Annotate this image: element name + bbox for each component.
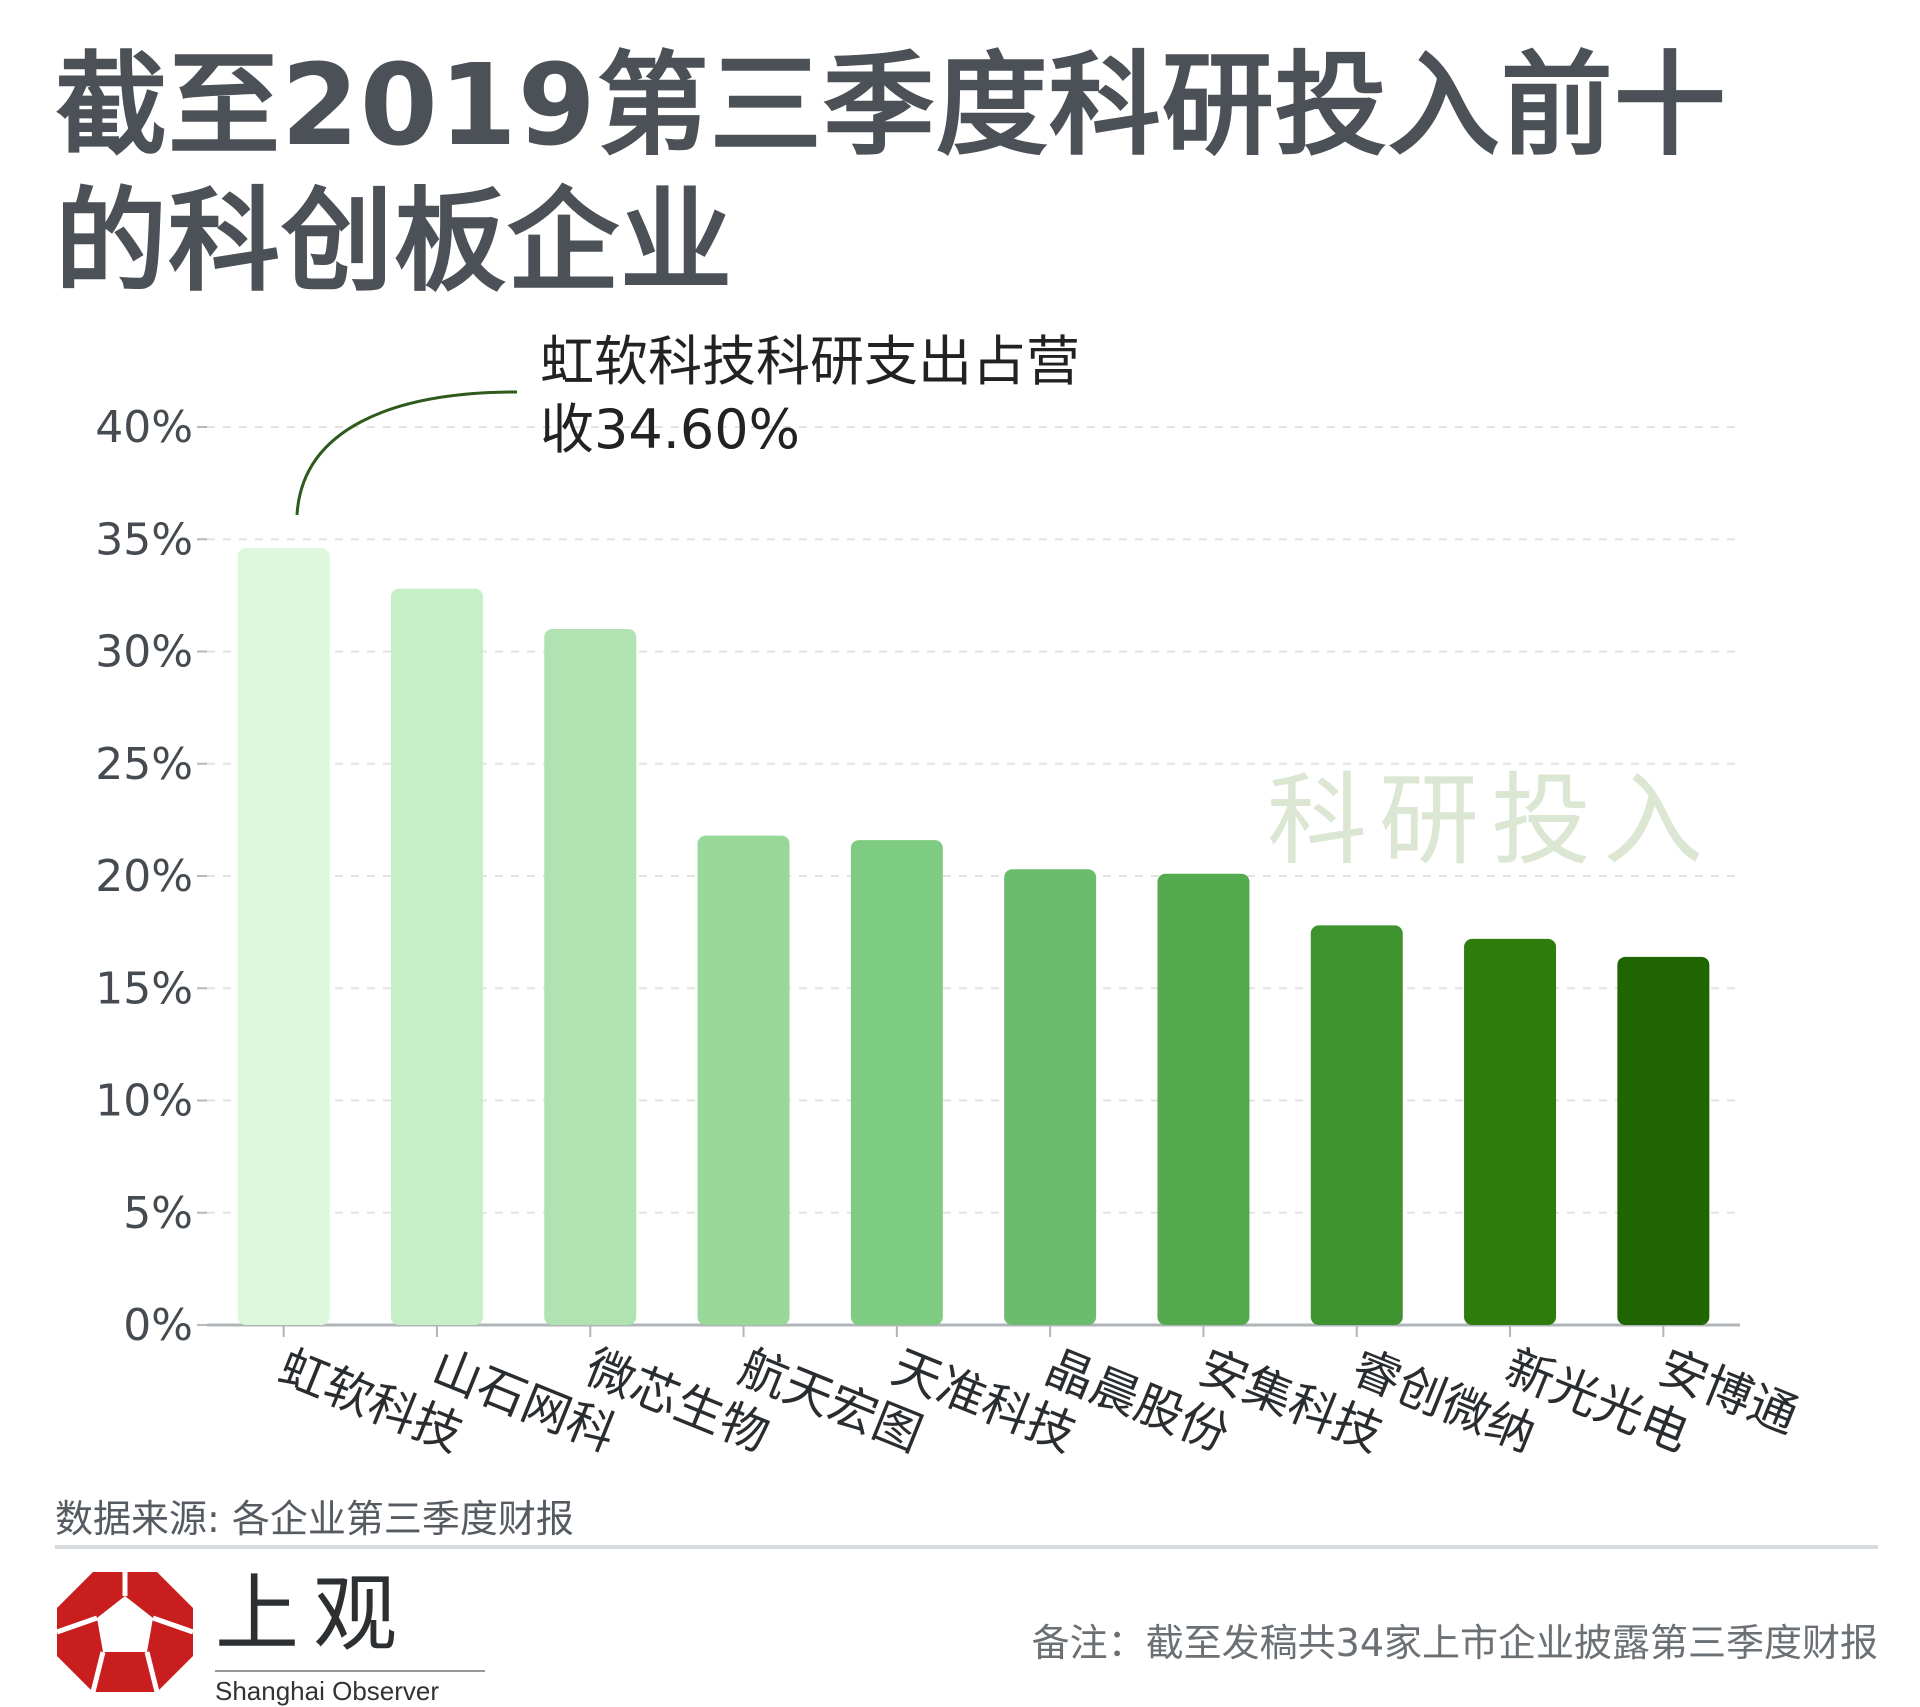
- y-axis: 0% 5% 10% 15% 20% 25% 30% 35% 40%: [95, 402, 1740, 1351]
- bar: [1617, 956, 1710, 1325]
- bar: [390, 588, 483, 1325]
- watermark-text: 科研投入: [1267, 762, 1715, 879]
- bar: [237, 548, 330, 1325]
- y-tick-label: 0%: [123, 1300, 193, 1351]
- y-tick-label: 35%: [95, 514, 193, 565]
- logo-divider: [215, 1670, 485, 1672]
- bar-chart: 0% 5% 10% 15% 20% 25% 30% 35% 40% 虹软科技山石网科微芯生物航天…: [95, 330, 1805, 1463]
- y-tick-label: 20%: [95, 851, 193, 902]
- bar: [1157, 873, 1250, 1325]
- logo-icon: [56, 1572, 194, 1693]
- y-tick-label: 30%: [95, 627, 193, 678]
- annotation-line-1: 虹软科技科研支出占营: [540, 330, 1080, 393]
- logo-english-text: Shanghai Observer: [215, 1676, 440, 1706]
- annotation-leader-line: [295, 390, 518, 516]
- bar: [1004, 869, 1097, 1325]
- bar: [697, 835, 790, 1325]
- bar: [544, 629, 637, 1325]
- y-tick-label: 15%: [95, 963, 193, 1014]
- footnote: 备注：截至发稿共34家上市企业披露第三季度财报: [1031, 1621, 1878, 1665]
- footer-divider: [55, 1545, 1878, 1549]
- y-tick-label: 10%: [95, 1076, 193, 1127]
- logo-chinese-text: 上观: [215, 1565, 412, 1663]
- y-tick-label: 5%: [123, 1188, 193, 1239]
- shanghai-observer-logo: 上观 Shanghai Observer: [55, 1566, 495, 1706]
- y-tick-label: 25%: [95, 739, 193, 790]
- annotation-line-2: 收34.60%: [540, 398, 800, 461]
- bar: [850, 840, 943, 1325]
- logo-spokes: [56, 1572, 194, 1693]
- logo-inner-shape: [97, 1596, 153, 1652]
- chart-title: 截至2019第三季度科研投入前十的科创板企业: [55, 41, 1727, 307]
- bar: [1310, 925, 1403, 1325]
- data-source: 数据来源: 各企业第三季度财报: [55, 1497, 574, 1541]
- bars: [237, 548, 1710, 1325]
- y-tick-label: 40%: [95, 402, 193, 453]
- bar: [1464, 938, 1557, 1325]
